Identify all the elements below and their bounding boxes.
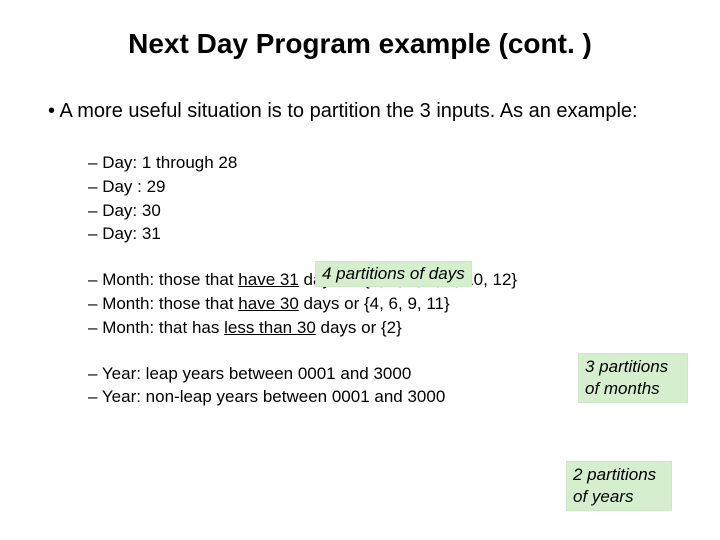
list-item: Month: those that have 30 days or {4, 6,… bbox=[88, 292, 680, 316]
intro-text: A more useful situation is to partition … bbox=[44, 100, 680, 123]
list-item: Month: that has less than 30 days or {2} bbox=[88, 316, 680, 340]
list-item: Day : 29 bbox=[88, 175, 680, 199]
list-item: Day: 31 bbox=[88, 222, 680, 246]
slide: Next Day Program example (cont. ) A more… bbox=[0, 0, 720, 540]
callout-days: 4 partitions of days bbox=[315, 261, 472, 287]
callout-months: 3 partitions of months bbox=[578, 353, 688, 403]
list-item: Day: 30 bbox=[88, 199, 680, 223]
days-group: Day: 1 through 28 Day : 29 Day: 30 Day: … bbox=[88, 151, 680, 246]
slide-title: Next Day Program example (cont. ) bbox=[70, 28, 650, 60]
callout-years: 2 partitions of years bbox=[566, 461, 672, 511]
list-item: Day: 1 through 28 bbox=[88, 151, 680, 175]
